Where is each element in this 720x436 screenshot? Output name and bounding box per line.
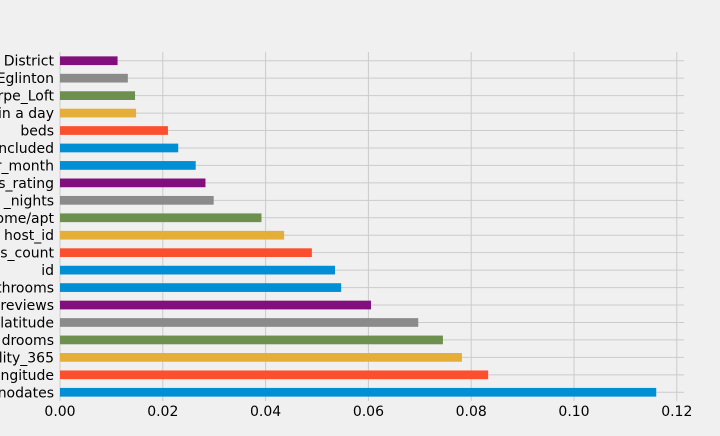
bar	[60, 108, 137, 118]
y-tick-label: nodates	[0, 385, 54, 401]
y-tick-label: _nights	[3, 193, 54, 209]
y-tick-label: ome/apt	[0, 211, 54, 227]
bar	[60, 248, 312, 258]
y-tick-label: drooms	[2, 333, 54, 349]
bar	[60, 91, 136, 100]
y-tick-label: Eglinton	[0, 71, 54, 87]
bar	[60, 73, 128, 83]
y-tick-label: District	[4, 54, 55, 70]
y-tick-label: s_rating	[0, 176, 54, 192]
y-tick-label: latitude	[0, 315, 54, 331]
bar	[60, 126, 168, 135]
x-tick-label: 0.10	[558, 404, 589, 420]
bar	[60, 213, 262, 223]
y-tick-label: lity_365	[0, 350, 54, 366]
bar	[60, 56, 118, 66]
bar	[60, 195, 214, 205]
bar	[60, 161, 196, 170]
y-tick-label: in a day	[0, 106, 54, 122]
y-tick-label: host_id	[4, 228, 54, 244]
y-tick-label: rpe_Loft	[0, 89, 55, 105]
bar	[60, 143, 179, 153]
y-tick-label: id	[41, 263, 54, 279]
x-tick-label: 0.12	[661, 404, 692, 420]
y-tick-label: s_count	[0, 246, 54, 262]
y-tick-label: beds	[20, 124, 54, 140]
x-tick-label: 0.00	[44, 404, 75, 420]
x-tick-label: 0.06	[353, 404, 384, 420]
bar	[60, 387, 657, 397]
y-tick-label: ncluded	[0, 141, 54, 157]
x-tick-label: 0.02	[147, 404, 178, 420]
bar	[60, 370, 489, 380]
bar	[60, 283, 342, 292]
y-tick-label: throoms	[0, 281, 54, 297]
bar	[60, 230, 285, 240]
bar	[60, 265, 335, 275]
x-tick-labels: 0.00 0.02 0.04 0.06 0.08 0.10 0.12	[44, 404, 692, 420]
bar	[60, 318, 419, 327]
x-tick-label: 0.04	[250, 404, 281, 420]
gridlines	[59, 52, 684, 401]
y-tick-label: reviews	[0, 298, 54, 314]
x-tick-label: 0.08	[456, 404, 487, 420]
bar	[60, 300, 371, 310]
bar	[60, 178, 206, 188]
y-tick-label: r_month	[0, 158, 54, 174]
y-tick-label: ngitude	[0, 368, 54, 384]
bars	[60, 56, 657, 397]
bar	[60, 353, 462, 362]
bar	[60, 335, 443, 345]
